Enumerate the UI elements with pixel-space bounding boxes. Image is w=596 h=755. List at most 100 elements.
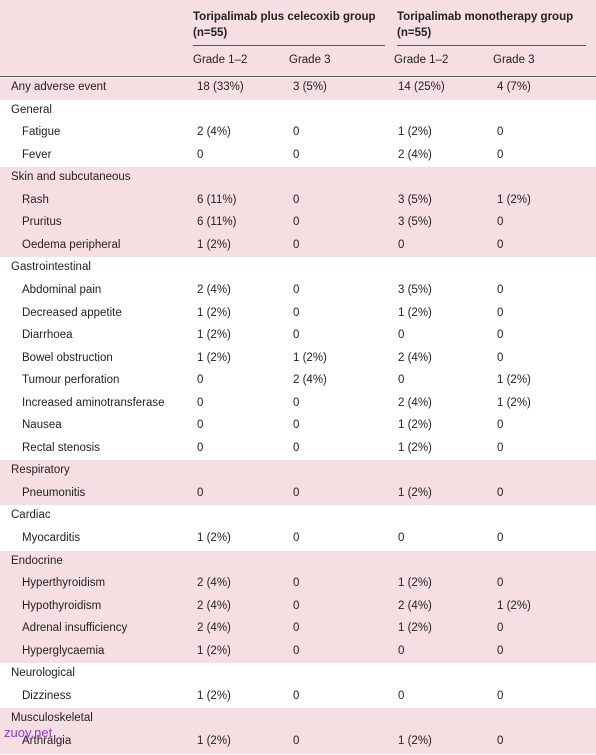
cell: 0: [293, 238, 300, 251]
cell: 0: [398, 532, 405, 544]
row-band: [0, 708, 596, 732]
cell: 2 (4%): [398, 599, 432, 612]
cell: 0: [197, 486, 204, 499]
row-band: [0, 279, 596, 303]
cell: 1 (2%): [398, 126, 432, 139]
row-band: [0, 325, 596, 349]
row-label: Pneumonitis: [22, 486, 86, 499]
row-label: Diarrhoea: [22, 329, 73, 342]
row-label: Fatigue: [22, 126, 61, 139]
cell: 0: [497, 441, 504, 454]
row-label: Tumour perforation: [22, 374, 120, 387]
row-band: [0, 189, 596, 213]
cell: 0: [497, 689, 504, 702]
cell: 0: [497, 216, 504, 229]
row-label: Cardiac: [11, 509, 51, 522]
cell: 1 (2%): [497, 193, 531, 206]
header-rule: [0, 76, 596, 77]
cell: 0: [293, 532, 300, 544]
row-label: Arthralgia: [22, 734, 72, 747]
row-band: [0, 437, 596, 461]
cell: 1 (2%): [197, 238, 231, 251]
cell: 1 (2%): [197, 734, 231, 747]
cell: 1 (2%): [497, 374, 531, 387]
group-title: Toripalimab plus celecoxib group: [193, 11, 376, 23]
cell: 2 (4%): [197, 599, 231, 612]
cell: 1 (2%): [398, 486, 432, 499]
row-band: [0, 78, 596, 102]
row-label: Rectal stenosis: [22, 441, 100, 454]
cell: 3 (5%): [398, 193, 432, 206]
cell: 0: [497, 486, 504, 499]
row-label: Increased aminotransferase: [22, 396, 165, 409]
cell: 0: [497, 419, 504, 432]
cell: 0: [497, 238, 504, 251]
cell: 0: [293, 644, 300, 657]
cell: 0: [398, 644, 405, 657]
row-band: [0, 640, 596, 664]
row-band: [0, 550, 596, 574]
row-band: [0, 234, 596, 258]
cell: 0: [398, 374, 405, 387]
row-band: [0, 685, 596, 709]
cell: 1 (2%): [197, 329, 231, 342]
cell: 1 (2%): [398, 734, 432, 747]
row-band: [0, 370, 596, 394]
row-band: [0, 99, 596, 123]
cell: 3 (5%): [293, 81, 327, 93]
row-label: Bowel obstruction: [22, 351, 113, 364]
row-label: Fever: [22, 148, 52, 161]
cell: 0: [293, 441, 300, 454]
subheader: Grade 1–2: [394, 54, 449, 66]
row-label: Neurological: [11, 667, 75, 680]
row-label: Dizziness: [22, 689, 72, 702]
cell: 0: [293, 193, 300, 206]
cell: 0: [293, 148, 300, 161]
row-band: [0, 144, 596, 168]
row-band: [0, 482, 596, 506]
row-label: Oedema peripheral: [22, 238, 121, 251]
row-band: [0, 212, 596, 236]
cell: 14 (25%): [398, 81, 445, 93]
cell: 2 (4%): [398, 396, 432, 409]
cell: 0: [197, 441, 204, 454]
cell: 1 (2%): [197, 306, 231, 319]
cell: 1 (2%): [398, 419, 432, 432]
cell: 1 (2%): [398, 622, 432, 635]
cell: 2 (4%): [197, 622, 231, 635]
row-label: Abdominal pain: [22, 283, 102, 296]
cell: 0: [293, 419, 300, 432]
cell: 0: [293, 689, 300, 702]
cell: 0: [197, 148, 204, 161]
row-band: [0, 595, 596, 619]
row-band: [0, 167, 596, 191]
row-label: Myocarditis: [22, 532, 81, 544]
row-band: [0, 392, 596, 416]
row-band: [0, 302, 596, 326]
cell: 0: [293, 577, 300, 590]
cell: 2 (4%): [398, 351, 432, 364]
subheader: Grade 1–2: [193, 54, 248, 66]
group-n: (n=55): [193, 27, 228, 39]
cell: 0: [497, 126, 504, 139]
row-label: Hyperglycaemia: [22, 644, 105, 657]
row-band: [0, 122, 596, 146]
cell: 3 (5%): [398, 216, 432, 229]
cell: 0: [497, 329, 504, 342]
row-band: [0, 257, 596, 281]
cell: 0: [497, 532, 504, 544]
row-label: Respiratory: [11, 464, 70, 477]
cell: 1 (2%): [497, 599, 531, 612]
cell: 0: [293, 622, 300, 635]
cell: 4 (7%): [497, 81, 531, 93]
cell: 0: [293, 306, 300, 319]
cell: 0: [293, 396, 300, 409]
row-label: Adrenal insufficiency: [22, 622, 128, 635]
cell: 0: [293, 329, 300, 342]
group-n: (n=55): [397, 27, 432, 39]
cell: 6 (11%): [197, 216, 237, 229]
cell: 1 (2%): [197, 532, 231, 544]
cell: 0: [398, 689, 405, 702]
cell: 0: [197, 374, 204, 387]
